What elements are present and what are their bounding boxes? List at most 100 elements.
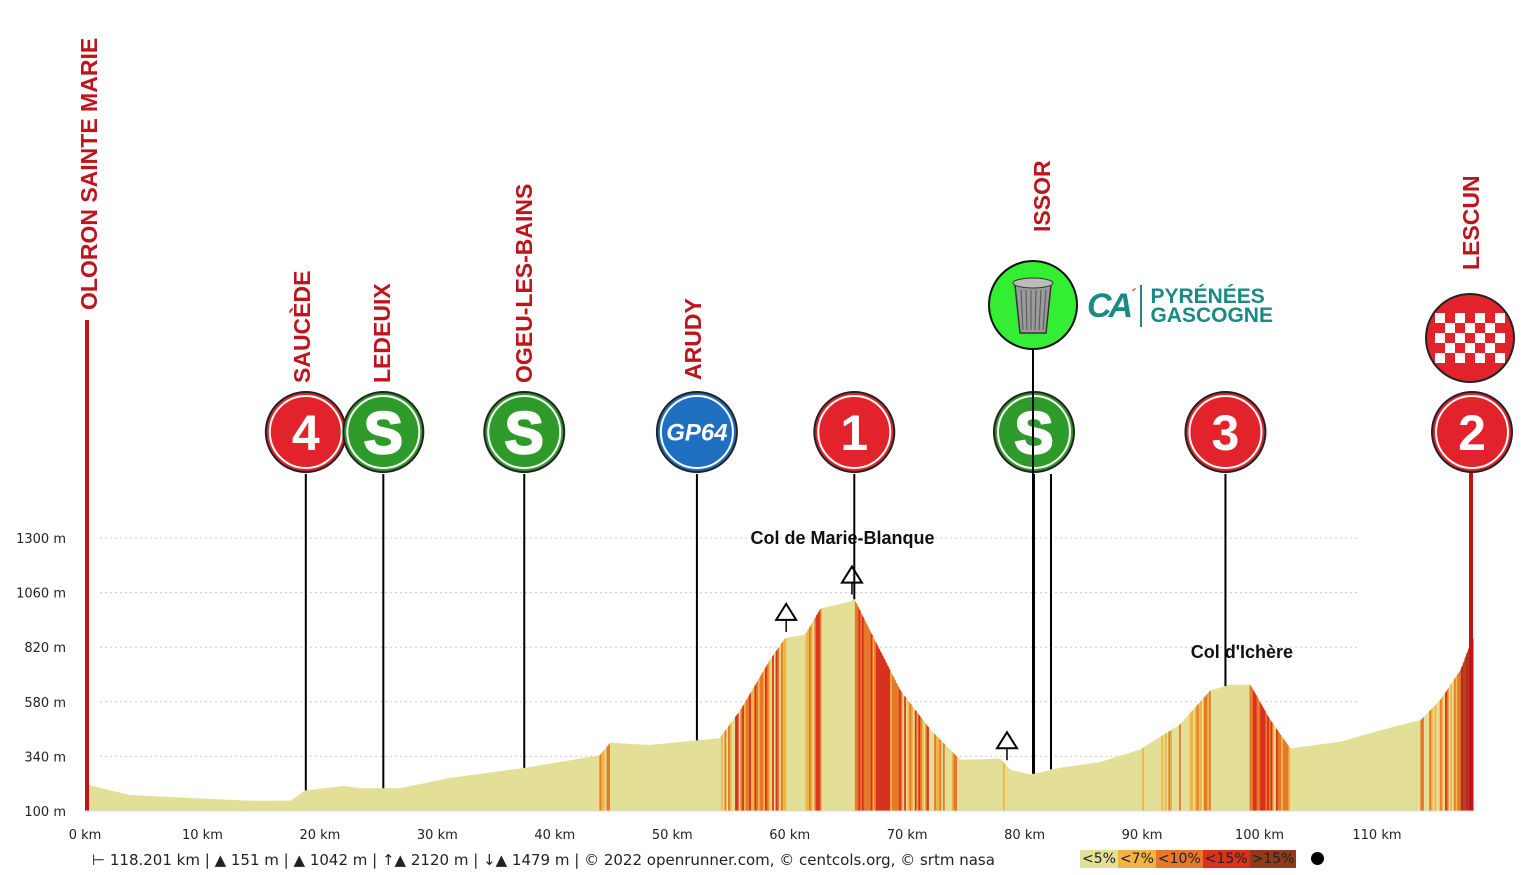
x-tick-label: 30 km bbox=[417, 828, 458, 843]
town-label: OLORON SAINTE MARIE bbox=[76, 38, 102, 310]
credits: © 2022 openrunner.com, © centcols.org, ©… bbox=[584, 851, 995, 869]
col-label: Col de Marie-Blanque bbox=[751, 528, 935, 548]
trash-rib bbox=[1034, 289, 1037, 331]
sponsor-divider bbox=[1140, 285, 1143, 327]
town-label: SAUCÈDE bbox=[288, 271, 315, 383]
legend-item: <5% bbox=[1080, 850, 1118, 868]
legend-item: <15% bbox=[1202, 850, 1250, 868]
mountain-icon bbox=[995, 730, 1019, 750]
legend-item: <7% bbox=[1117, 850, 1156, 868]
sponsor-logo: CA´ PYRÉNÉES GASCOGNE bbox=[1087, 285, 1273, 327]
trash-lid-icon bbox=[1012, 277, 1054, 289]
col-label: Col d'Ichère bbox=[1191, 642, 1293, 662]
mountain-icon bbox=[840, 564, 864, 584]
badge-text: 3 bbox=[1212, 405, 1240, 461]
sponsor-name: PYRÉNÉES GASCOGNE bbox=[1150, 285, 1273, 327]
profile-area bbox=[85, 599, 1474, 811]
checkered-flag-icon bbox=[1455, 333, 1465, 343]
town-label: ISSOR bbox=[1029, 160, 1055, 232]
min-altitude-icon: ▲ bbox=[214, 851, 227, 869]
badge-text: 2 bbox=[1458, 405, 1486, 461]
checkered-flag-icon bbox=[1465, 343, 1475, 353]
badge-ring bbox=[346, 395, 421, 469]
max-altitude-icon: ▲ bbox=[293, 851, 306, 869]
mountain-icon bbox=[774, 602, 798, 621]
x-tick-label: 110 km bbox=[1352, 828, 1401, 843]
trash-rib bbox=[1020, 289, 1024, 331]
x-tick-label: 70 km bbox=[887, 828, 928, 843]
checkered-flag-icon bbox=[1475, 313, 1485, 323]
badge-ring bbox=[817, 395, 892, 469]
y-tick-label: 820 m bbox=[24, 641, 66, 656]
badge-ring bbox=[1188, 395, 1263, 469]
descent: 1479 m bbox=[511, 851, 570, 869]
marker-dot bbox=[1311, 852, 1324, 865]
y-tick-label: 1300 m bbox=[16, 532, 66, 547]
x-tick-label: 60 km bbox=[769, 828, 810, 843]
town-label: OGEU-LES-BAINS bbox=[511, 184, 537, 383]
checkered-flag-icon bbox=[1475, 353, 1485, 363]
sponsor-mark: CA´ bbox=[1087, 286, 1136, 325]
distance: 118.201 km bbox=[109, 851, 200, 869]
ascent-icon: ↑▲ bbox=[381, 851, 407, 869]
badge-ring bbox=[268, 395, 343, 469]
checkered-flag-icon bbox=[1455, 313, 1465, 323]
checkered-flag-icon bbox=[1455, 353, 1465, 363]
badge-red bbox=[1431, 391, 1513, 473]
town-label: LEDEUIX bbox=[369, 283, 395, 383]
badge-text: 4 bbox=[292, 405, 320, 461]
badge-blue bbox=[655, 391, 738, 473]
max-altitude: 1042 m bbox=[309, 851, 368, 869]
town-label: LESCUN bbox=[1458, 175, 1484, 270]
badge-ring bbox=[659, 395, 734, 469]
y-tick-label: 1060 m bbox=[16, 587, 66, 602]
min-altitude: 151 m bbox=[230, 851, 279, 869]
badge-red bbox=[1184, 391, 1267, 473]
trash-rib bbox=[1038, 289, 1042, 331]
sponsor-line1: PYRÉNÉES bbox=[1150, 285, 1265, 308]
checkered-flag-icon bbox=[1495, 313, 1505, 323]
badge-ring bbox=[487, 395, 562, 469]
x-tick-label: 80 km bbox=[1004, 828, 1045, 843]
badge-red bbox=[813, 391, 896, 473]
checkered-flag-icon bbox=[1435, 333, 1445, 343]
y-tick-label: 100 m bbox=[24, 805, 66, 820]
stats-footer: ⊢ 118.201 km | ▲ 151 m | ▲ 1042 m | ↑▲ 2… bbox=[92, 851, 995, 869]
checkered-flag-icon bbox=[1465, 323, 1475, 333]
y-tick-label: 580 m bbox=[24, 696, 66, 711]
badge-sprint bbox=[342, 391, 425, 473]
sponsor-line2: GASCOGNE bbox=[1150, 304, 1273, 327]
badge-text: GP64 bbox=[666, 420, 727, 447]
x-tick-label: 40 km bbox=[534, 828, 575, 843]
x-tick-label: 100 km bbox=[1235, 828, 1284, 843]
checkered-flag-icon bbox=[1475, 333, 1485, 343]
badge-sprint bbox=[483, 391, 566, 473]
checkered-flag-icon bbox=[1445, 323, 1455, 333]
badge-ring bbox=[1435, 395, 1509, 469]
checkered-flag-icon bbox=[1485, 323, 1495, 333]
x-tick-label: 90 km bbox=[1122, 828, 1163, 843]
finish-badge bbox=[1425, 293, 1515, 383]
town-label: ARUDY bbox=[680, 298, 706, 380]
legend-item: <10% bbox=[1155, 850, 1203, 868]
x-tick-label: 10 km bbox=[182, 828, 223, 843]
gradient-legend: <5% <7% <10% <15% >15% bbox=[1080, 850, 1297, 868]
x-tick-label: 20 km bbox=[299, 828, 340, 843]
trash-rib bbox=[1025, 289, 1028, 331]
checkered-flag-icon bbox=[1435, 313, 1445, 323]
checkered-flag-icon bbox=[1495, 353, 1505, 363]
badge-text: S bbox=[364, 401, 403, 466]
x-tick-label: 0 km bbox=[69, 828, 102, 843]
y-tick-label: 340 m bbox=[24, 750, 66, 765]
checkered-flag-icon bbox=[1485, 343, 1495, 353]
badge-text: 1 bbox=[840, 405, 868, 461]
badge-text: S bbox=[505, 401, 544, 466]
checkered-flag-icon bbox=[1495, 333, 1505, 343]
ascent: 2120 m bbox=[410, 851, 469, 869]
checkered-flag-icon bbox=[1435, 353, 1445, 363]
trash-rib bbox=[1042, 289, 1047, 331]
x-tick-label: 50 km bbox=[652, 828, 693, 843]
checkered-flag-icon bbox=[1445, 343, 1455, 353]
distance-icon: ⊢ bbox=[92, 851, 106, 869]
